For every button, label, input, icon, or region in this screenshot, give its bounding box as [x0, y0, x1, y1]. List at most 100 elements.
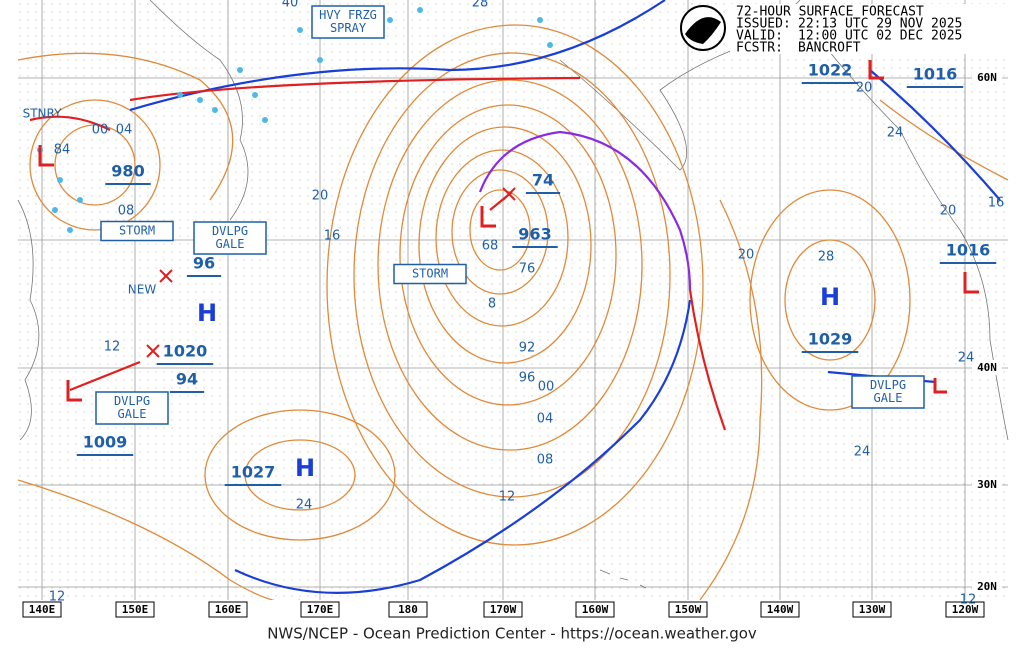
- isobar-label: 12: [499, 490, 516, 505]
- lon-box: [575, 601, 615, 618]
- isobar-label: 68: [482, 239, 499, 254]
- latitude-label: 30N: [977, 478, 997, 491]
- isobar-label: 04: [537, 412, 554, 427]
- isobar-label: 08: [537, 453, 554, 468]
- pressure-center: 1027: [231, 463, 276, 482]
- box-text: DVLPG: [870, 378, 906, 392]
- isobar-label: 76: [519, 262, 536, 277]
- box-text: DVLPG: [212, 224, 248, 238]
- isobar-label: 12: [104, 340, 121, 355]
- pressure-center: 980: [111, 162, 144, 181]
- footer: NWS/NCEP - Ocean Prediction Center - htt…: [267, 625, 757, 643]
- lat-box: [972, 477, 1002, 492]
- lon-box: [668, 601, 708, 618]
- lon-box: [208, 601, 248, 618]
- low-symbols: [38, 60, 979, 402]
- isobar-label: 16: [988, 196, 1005, 211]
- longitude-label: 180: [398, 603, 418, 616]
- pressure-center: 1020: [163, 342, 208, 361]
- label-box: [100, 220, 174, 242]
- note: NEW: [128, 283, 157, 297]
- pressure-center: 1016: [946, 241, 991, 260]
- pressure-center: 1016: [913, 65, 958, 84]
- header-title: 72-HOUR SURFACE FORECAST: [736, 5, 924, 20]
- header-issued-label: ISSUED:: [736, 17, 791, 32]
- isobar-label: 12: [49, 590, 66, 605]
- isobar-label: 28: [818, 250, 835, 265]
- isobar-label: 16: [324, 229, 341, 244]
- isobars: [17, 24, 1009, 604]
- lat-box: [972, 360, 1002, 375]
- graticule: [18, 0, 1008, 600]
- isobar-label: 08: [118, 204, 135, 219]
- isobar-label: 24: [887, 126, 904, 141]
- high-center: H: [820, 283, 840, 311]
- box-text: GALE: [118, 407, 147, 421]
- map-background: [18, 0, 1008, 600]
- high-center: H: [295, 454, 315, 482]
- isobar-label: 40: [282, 0, 299, 11]
- box-text: HVY FRZG: [319, 8, 377, 22]
- box-text: STORM: [119, 224, 155, 238]
- box-text: SPRAY: [330, 21, 367, 35]
- isobar-label: 00: [538, 380, 555, 395]
- isobar-label: 20: [312, 189, 329, 204]
- header-forecaster: BANCROFT: [798, 41, 861, 56]
- label-box: [851, 375, 925, 409]
- longitude-label: 120W: [952, 603, 979, 616]
- lon-box: [945, 601, 985, 618]
- isobar-label: 24: [958, 351, 975, 366]
- label-box: [193, 221, 267, 255]
- isobar-label: 24: [296, 498, 313, 513]
- note: STNRY: [23, 107, 62, 121]
- header-valid: 12:00 UTC 02 DEC 2025: [798, 29, 962, 44]
- isobar-label: 24: [854, 445, 871, 460]
- isobar-label: 28: [472, 0, 489, 11]
- header-valid-label: VALID:: [736, 29, 783, 44]
- lon-box: [300, 601, 340, 618]
- isobar-label: 00: [92, 123, 109, 138]
- lat-box: [972, 579, 1002, 594]
- pressure-center: 96: [193, 254, 215, 273]
- header-issued: 22:13 UTC 29 NOV 2025: [798, 17, 962, 32]
- header-forecaster-label: FCSTR:: [736, 41, 783, 56]
- isobar-label: 20: [738, 248, 755, 263]
- pressure-center: 1022: [808, 61, 853, 80]
- lon-box: [852, 601, 892, 618]
- label-box: [95, 391, 169, 425]
- longitude-label: 140W: [767, 603, 794, 616]
- box-text: STORM: [412, 267, 448, 281]
- longitude-label: 160E: [215, 603, 242, 616]
- isobar-label: 84: [54, 143, 71, 158]
- lat-box: [972, 70, 1002, 85]
- longitude-label: 170W: [490, 603, 517, 616]
- isobar-label: 20: [856, 81, 873, 96]
- longitude-label: 150E: [122, 603, 149, 616]
- lon-box: [760, 601, 800, 618]
- pressure-center: 1009: [83, 433, 128, 452]
- lon-box: [388, 601, 428, 618]
- latitude-label: 40N: [977, 361, 997, 374]
- high-center: H: [197, 299, 217, 327]
- fronts: [29, 0, 1001, 594]
- box-text: DVLPG: [114, 394, 150, 408]
- isobar-label: 04: [116, 123, 133, 138]
- isobar-label: 92: [519, 341, 536, 356]
- latitude-label: 20N: [977, 580, 997, 593]
- header-box: [730, 4, 1006, 54]
- longitude-label: 140E: [29, 603, 56, 616]
- longitude-label: 150W: [675, 603, 702, 616]
- pressure-center: 1029: [808, 330, 853, 349]
- box-text: GALE: [874, 391, 903, 405]
- isobar-label: 20: [940, 204, 957, 219]
- box-text: GALE: [216, 237, 245, 251]
- lon-box: [483, 601, 523, 618]
- isobar-label: 96: [519, 371, 536, 386]
- noaa-logo: [680, 5, 726, 51]
- longitude-label: 160W: [582, 603, 609, 616]
- lon-box: [22, 601, 62, 618]
- lon-box: [115, 601, 155, 618]
- pressure-center: 74: [532, 171, 554, 190]
